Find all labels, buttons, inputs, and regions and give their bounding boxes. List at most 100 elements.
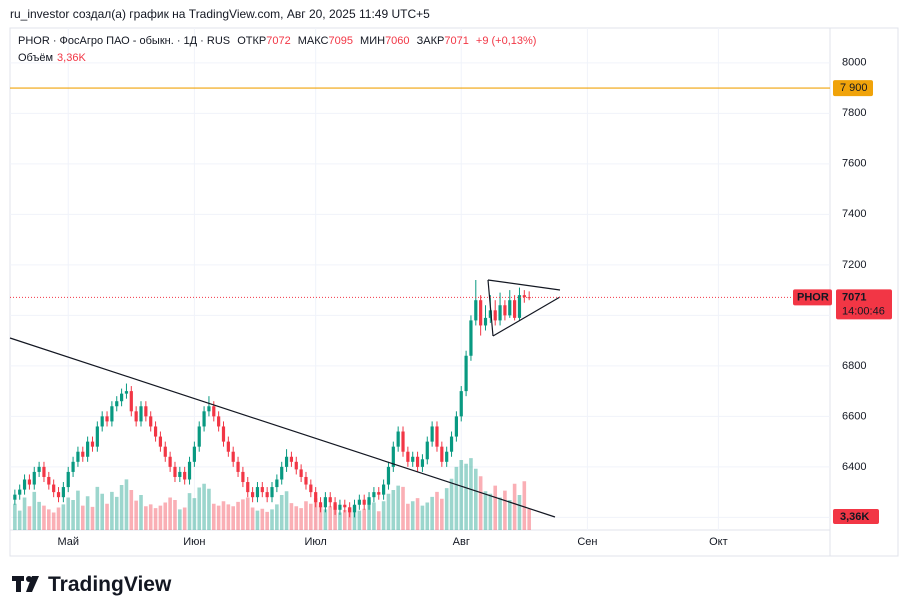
volume-bar	[503, 490, 507, 530]
volume-bar	[17, 510, 22, 530]
volume-bar	[47, 509, 51, 530]
candle-body	[76, 451, 80, 462]
candle-body	[415, 456, 420, 467]
volume-bar	[391, 490, 396, 530]
volume-bar	[139, 495, 143, 530]
volume-bar	[435, 491, 439, 530]
chart-frame	[9, 27, 899, 557]
candle-body	[382, 484, 386, 495]
candle-body	[318, 502, 323, 508]
volume-bar	[333, 504, 337, 530]
candle-body	[367, 497, 371, 505]
volume-bar	[323, 509, 328, 530]
candle-body	[231, 451, 235, 462]
candle-body	[81, 451, 85, 457]
volume-bar	[245, 497, 250, 530]
volume-bar	[173, 500, 177, 530]
candle-body	[352, 504, 357, 513]
candle-body	[183, 471, 187, 480]
volume-bar	[512, 483, 517, 530]
volume-bar	[105, 503, 109, 530]
volume-bar	[309, 503, 313, 530]
volume-bar	[498, 497, 502, 530]
candle-body	[304, 476, 308, 485]
candle-body	[178, 471, 182, 477]
candle-body	[503, 305, 507, 316]
volume-bar	[182, 507, 187, 530]
candle-body	[241, 471, 245, 483]
volume-bar	[37, 501, 41, 530]
x-tick-label: Июн	[183, 536, 205, 548]
candle-body	[454, 416, 458, 437]
y-tick-label: 7400	[842, 208, 866, 220]
candle-body	[493, 310, 497, 321]
candle-body	[149, 416, 153, 427]
overlay-layer: 7 900 PHOR 7071 14:00:46 3,36K	[10, 80, 892, 524]
volume-value: 3,36K	[57, 52, 86, 64]
candle-body	[168, 456, 172, 467]
candle-body	[134, 411, 138, 422]
x-tick-label: Июл	[305, 536, 327, 548]
candle-body	[105, 416, 109, 422]
x-tick-label: Авг	[453, 536, 470, 548]
volume-bar	[420, 505, 425, 530]
volume-bar	[372, 502, 376, 530]
level-badge	[833, 80, 873, 97]
volume-bar	[22, 497, 27, 530]
volume-bar	[221, 501, 226, 530]
volume-bar	[488, 493, 493, 530]
volume-bar	[197, 487, 202, 530]
y-tick-label: 6800	[842, 360, 866, 372]
candle-body	[483, 317, 488, 326]
x-tick-label: Окт	[709, 536, 728, 548]
candle-layer	[13, 280, 531, 518]
volume-bar	[250, 507, 255, 530]
candle-body	[197, 426, 201, 447]
volume-bar	[406, 503, 410, 530]
volume-bar	[207, 488, 211, 530]
candle-body	[449, 436, 454, 452]
y-tick-label: 7600	[842, 158, 866, 170]
candle-body	[139, 406, 143, 422]
symbol-badge-label: PHOR	[797, 291, 829, 303]
candle-body	[236, 461, 240, 472]
candle-body	[372, 492, 376, 498]
candle-body	[260, 487, 264, 493]
candle-body	[251, 492, 255, 498]
volume-bar	[425, 502, 430, 530]
volume-bar	[114, 496, 119, 530]
volume-bar	[168, 497, 172, 530]
volume-bar	[158, 505, 163, 530]
y-tick-label: 6600	[842, 410, 866, 422]
candle-body	[173, 466, 177, 477]
volume-bar	[483, 491, 488, 530]
high-value: 7095	[328, 35, 353, 47]
triangle-lower	[492, 296, 561, 337]
candle-body	[401, 431, 405, 452]
candle-body	[192, 446, 196, 462]
volume-badge-label: 3,36K	[840, 511, 869, 523]
low-label: МИН	[360, 35, 386, 47]
volume-bar	[381, 501, 386, 530]
volume-bar	[211, 503, 216, 530]
candle-body	[299, 469, 303, 477]
open-value: 7072	[266, 35, 291, 47]
volume-bar	[202, 483, 206, 530]
x-tick-label: Май	[57, 536, 79, 548]
candle-body	[37, 466, 41, 472]
candle-body	[396, 431, 400, 447]
volume-bar	[318, 505, 323, 530]
candle-body	[86, 441, 90, 457]
volume-bar	[352, 505, 357, 530]
candle-body	[294, 461, 298, 470]
volume-bar	[129, 490, 134, 530]
volume-bar	[289, 503, 294, 530]
volume-bar	[376, 511, 381, 530]
volume-bar	[80, 505, 85, 530]
header: ru_investor создал(а) график на TradingV…	[10, 7, 430, 21]
candle-body	[115, 401, 119, 407]
volume-bar	[148, 504, 153, 530]
volume-layer	[13, 458, 531, 530]
volume-bar	[522, 481, 527, 530]
